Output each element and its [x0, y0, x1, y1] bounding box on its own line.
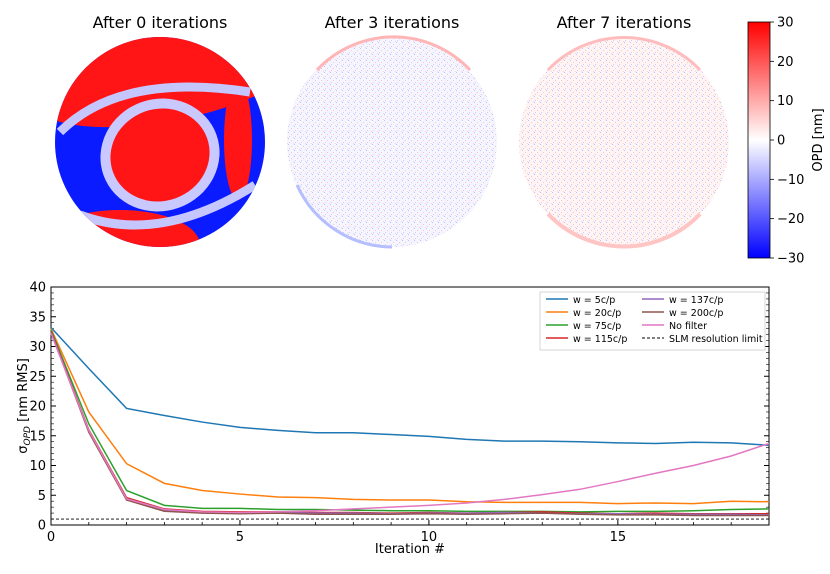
y-tick-label: 35 — [29, 310, 46, 325]
legend-label: w = 75c/p — [573, 321, 621, 332]
colorbar-tick-label: 10 — [777, 94, 794, 109]
series-line — [50, 326, 770, 447]
opd-map-iteration-3 — [287, 35, 497, 249]
legend-label: w = 20c/p — [573, 308, 621, 319]
y-tick-label: 20 — [29, 400, 46, 415]
colorbar — [747, 21, 771, 259]
y-tick-label: 10 — [29, 459, 46, 474]
colorbar-label: OPD [nm] — [811, 108, 826, 171]
series-line — [50, 329, 770, 513]
series-line — [50, 331, 769, 517]
legend-label: No filter — [669, 321, 707, 332]
legend-label: w = 200c/p — [669, 308, 723, 319]
y-tick-label: 40 — [29, 281, 46, 296]
series-lines — [50, 326, 770, 520]
colorbar-tick-label: −30 — [777, 252, 804, 267]
x-tick-label: 15 — [610, 530, 627, 545]
series-line — [50, 328, 770, 505]
map-title-7: After 7 iterations — [557, 13, 692, 32]
y-tick-label: 25 — [29, 370, 46, 385]
series-line — [50, 331, 770, 516]
legend-label: w = 115c/p — [573, 334, 627, 345]
x-tick-label: 5 — [236, 530, 244, 545]
colorbar-ticks: 30 20 10 0 −10 −20 −30 — [770, 16, 804, 267]
y-axis-label: σOPD [nm RMS] — [16, 358, 33, 454]
map-title-0: After 0 iterations — [93, 13, 228, 32]
y-tick-label: 15 — [29, 429, 46, 444]
y-tick-label: 30 — [29, 340, 46, 355]
legend-frame — [539, 291, 766, 351]
series-line — [50, 330, 769, 515]
legend: w = 5c/p w = 20c/p w = 75c/p w = 115c/p w = … — [539, 291, 766, 351]
colorbar-tick-label: −20 — [777, 212, 804, 227]
x-tick-label: 10 — [421, 530, 438, 545]
colorbar-tick-label: −10 — [777, 173, 804, 188]
map-title-3: After 3 iterations — [325, 13, 460, 32]
colorbar-tick-label: 20 — [777, 55, 794, 70]
opd-map-iteration-0 — [55, 37, 265, 247]
colorbar-tick-label: 30 — [777, 16, 794, 31]
x-axis: 0 5 10 15 — [47, 520, 770, 545]
line-chart: 0 5 10 15 0 5 10 15 20 25 30 35 40 Iteration # σOPD… — [16, 281, 770, 557]
colorbar-tick-label: 0 — [777, 134, 785, 149]
x-axis-label: Iteration # — [375, 542, 445, 557]
legend-label: SLM resolution limit — [669, 334, 763, 345]
legend-label: w = 5c/p — [573, 295, 615, 306]
y-tick-label: 0 — [38, 519, 46, 534]
x-tick-label: 0 — [47, 530, 55, 545]
y-axis: 0 5 10 15 20 25 30 35 40 — [29, 281, 769, 534]
series-line — [50, 333, 770, 514]
legend-label: w = 137c/p — [669, 295, 723, 306]
y-tick-label: 5 — [38, 489, 46, 504]
opd-map-iteration-7 — [519, 35, 729, 249]
